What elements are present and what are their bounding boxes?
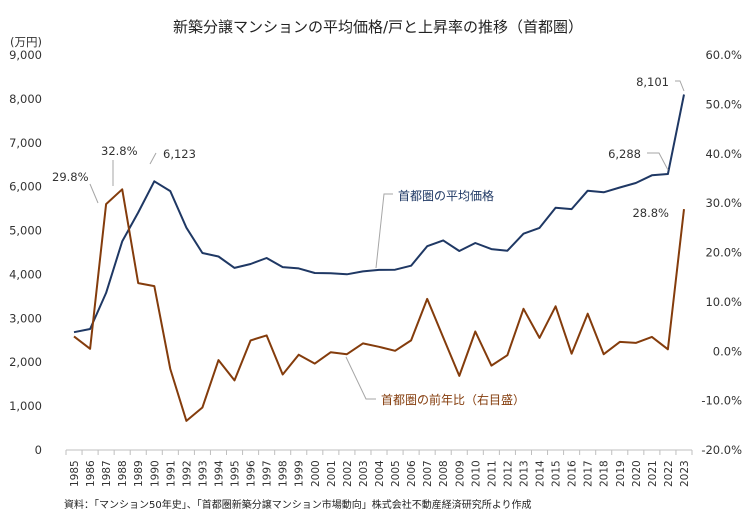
x-axis-tick-label: 2000 [310, 460, 322, 487]
x-axis-tick-label: 1996 [246, 460, 258, 487]
right-axis-tick-label: 30.0% [705, 196, 742, 210]
chart-title: 新築分譲マンションの平均価格/戸と上昇率の推移（首都圏） [173, 18, 583, 36]
data-label: 32.8% [101, 144, 138, 158]
data-labels: 6,123 6,288 8,101 29.8% 32.8% 28.8% 首都圏の平均価格首都… [52, 75, 685, 407]
leader-line [89, 183, 99, 204]
x-axis-tick-label: 2007 [422, 460, 434, 487]
x-axis-tick-label: 2006 [406, 460, 418, 487]
callout-leader-line [345, 356, 376, 400]
x-axis-tick-label: 2022 [663, 460, 675, 487]
left-axis-tick-label: 5,000 [9, 224, 42, 238]
y-unit-label: (万円) [10, 35, 42, 49]
x-axis-tick-label: 1991 [165, 460, 177, 487]
x-axis-tick-label: 2017 [583, 460, 595, 487]
leader-line [647, 152, 669, 171]
x-axis-tick-label: 2004 [374, 460, 386, 487]
x-axis-tick-label: 1998 [278, 460, 290, 487]
x-axis-tick-label: 1987 [101, 460, 113, 487]
x-axis-tick-label: 2019 [615, 460, 627, 487]
left-axis-tick-label: 6,000 [9, 180, 42, 194]
x-axis-tick-label: 2018 [599, 460, 611, 487]
left-axis-tick-label: 7,000 [9, 136, 42, 150]
left-axis-tick-label: 0 [35, 443, 42, 457]
x-axis-tick-label: 2003 [358, 460, 370, 487]
x-axis-tick-label: 2014 [535, 460, 547, 487]
yoy-change-line [73, 188, 685, 422]
data-label: 8,101 [636, 75, 669, 89]
x-axis-tick-label: 2021 [647, 460, 659, 487]
x-axis-tick-label: 2013 [518, 460, 530, 487]
leader-line [149, 152, 157, 165]
x-axis-tick-label: 1997 [262, 460, 274, 487]
series-callout-label: 首都圏の前年比（右目盛） [381, 392, 525, 407]
average-price-line [73, 94, 685, 334]
x-axis-tick-label: 1993 [197, 460, 209, 487]
x-axis-tick-label: 1986 [85, 460, 97, 487]
right-axis-tick-label: -10.0% [701, 394, 742, 408]
x-axis-tick-label: 2009 [454, 460, 466, 487]
left-axis-tick-label: 9,000 [9, 48, 42, 62]
x-axis-tick-label: 2020 [631, 460, 643, 487]
right-axis-tick-label: 60.0% [705, 48, 742, 62]
x-axis-tick-label: 1999 [294, 460, 306, 487]
left-axis-tick-label: 3,000 [9, 311, 42, 325]
x-axis-tick-label: 2023 [679, 460, 691, 487]
right-axis-tick-label: 20.0% [705, 246, 742, 260]
x-axis-tick-label: 1995 [230, 460, 242, 487]
data-label: 6,288 [608, 147, 641, 161]
right-axis-tick-label: 50.0% [705, 97, 742, 111]
right-axis-tick-label: 10.0% [705, 295, 742, 309]
x-axis-tick-label: 1990 [149, 460, 161, 487]
data-label: 28.8% [632, 206, 669, 220]
x-axis-tick-label: 1985 [69, 460, 81, 487]
callout-leader-line [375, 193, 393, 269]
x-axis-tick-label: 2016 [567, 460, 579, 487]
leader-line [675, 80, 685, 92]
series-callout-label: 首都圏の平均価格 [398, 188, 494, 203]
x-axis-tick-label: 1988 [117, 460, 129, 487]
x-axis-tick-label: 1989 [133, 460, 145, 487]
axes: 0 1,000 2,000 3,000 4,000 5,000 6,000 7,000 8,00… [9, 48, 742, 487]
right-axis-tick-label: 40.0% [705, 147, 742, 161]
x-axis-tick-label: 2002 [342, 460, 354, 487]
x-axis-tick-label: 2010 [470, 460, 482, 487]
x-axis-tick-label: 2015 [551, 460, 563, 487]
x-axis-tick-label: 1994 [213, 460, 225, 487]
x-axis-tick-label: 2008 [438, 460, 450, 487]
x-axis-tick-label: 2011 [486, 460, 498, 487]
data-label: 29.8% [52, 170, 89, 184]
x-axis-tick-label: 2001 [326, 460, 338, 487]
left-axis-tick-label: 4,000 [9, 267, 42, 281]
right-axis-tick-label: 0.0% [713, 344, 742, 358]
x-axis-tick-label: 1992 [181, 460, 193, 487]
x-axis-tick-label: 2005 [390, 460, 402, 487]
source-note: 資料：「マンション50年史」、「首都圏新築分譲マンション市場動向」株式会社不動産… [64, 498, 532, 511]
left-axis-tick-label: 8,000 [9, 92, 42, 106]
left-axis-tick-label: 1,000 [9, 399, 42, 413]
right-axis-tick-label: -20.0% [701, 443, 742, 457]
series-lines [73, 94, 685, 422]
left-axis-tick-label: 2,000 [9, 355, 42, 369]
x-axis-tick-label: 2012 [502, 460, 514, 487]
data-label: 6,123 [163, 147, 196, 161]
